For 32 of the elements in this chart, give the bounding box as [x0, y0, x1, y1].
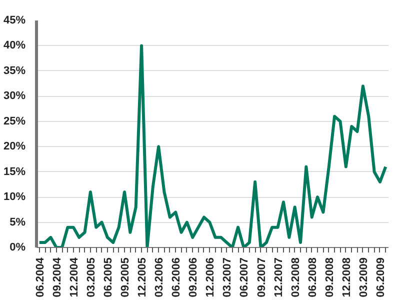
- y-tick-label: 10%: [3, 191, 26, 204]
- x-tick-label: 09.2006: [188, 257, 200, 298]
- x-tick-label: 09.2004: [51, 256, 64, 298]
- x-tick-label: 12.2004: [68, 256, 80, 298]
- x-tick-label: 06.2004: [34, 256, 46, 298]
- x-tick-label: 03.2005: [85, 257, 98, 298]
- x-tick-label: 03.2008: [290, 257, 302, 298]
- y-tick-label: 20%: [3, 140, 26, 153]
- y-tick-label: 35%: [3, 64, 26, 77]
- y-tick-label: 40%: [3, 40, 26, 52]
- y-tick-label: 30%: [3, 90, 26, 102]
- y-tick-label: 5%: [10, 216, 26, 228]
- x-tick-label: 12.2006: [204, 257, 217, 298]
- y-tick-label: 15%: [3, 166, 26, 178]
- y-tick-label: 0%: [10, 242, 26, 254]
- x-tick-label: 03.2006: [154, 257, 166, 298]
- x-tick-label: 12.2005: [136, 257, 149, 298]
- x-tick-label: 03.2007: [222, 257, 234, 298]
- x-tick-label: 03.2009: [358, 257, 370, 298]
- x-tick-label: 06.2005: [102, 257, 114, 298]
- x-tick-label: 06.2009: [374, 257, 387, 298]
- x-tick-label: 12.2007: [272, 257, 285, 298]
- y-tick-label: 25%: [3, 115, 26, 128]
- x-tick-label: 09.2007: [256, 257, 268, 298]
- x-tick-label: 09.2008: [324, 257, 336, 298]
- line-series: [38, 44, 388, 248]
- x-tick-label: 06.2006: [170, 257, 183, 298]
- y-tick-label: 45%: [3, 14, 26, 26]
- x-tick-label: 12.2008: [340, 257, 353, 298]
- x-tick-label: 06.2007: [238, 257, 251, 298]
- x-tick-label: 09.2005: [120, 257, 132, 298]
- x-tick-label: 06.2008: [306, 257, 319, 298]
